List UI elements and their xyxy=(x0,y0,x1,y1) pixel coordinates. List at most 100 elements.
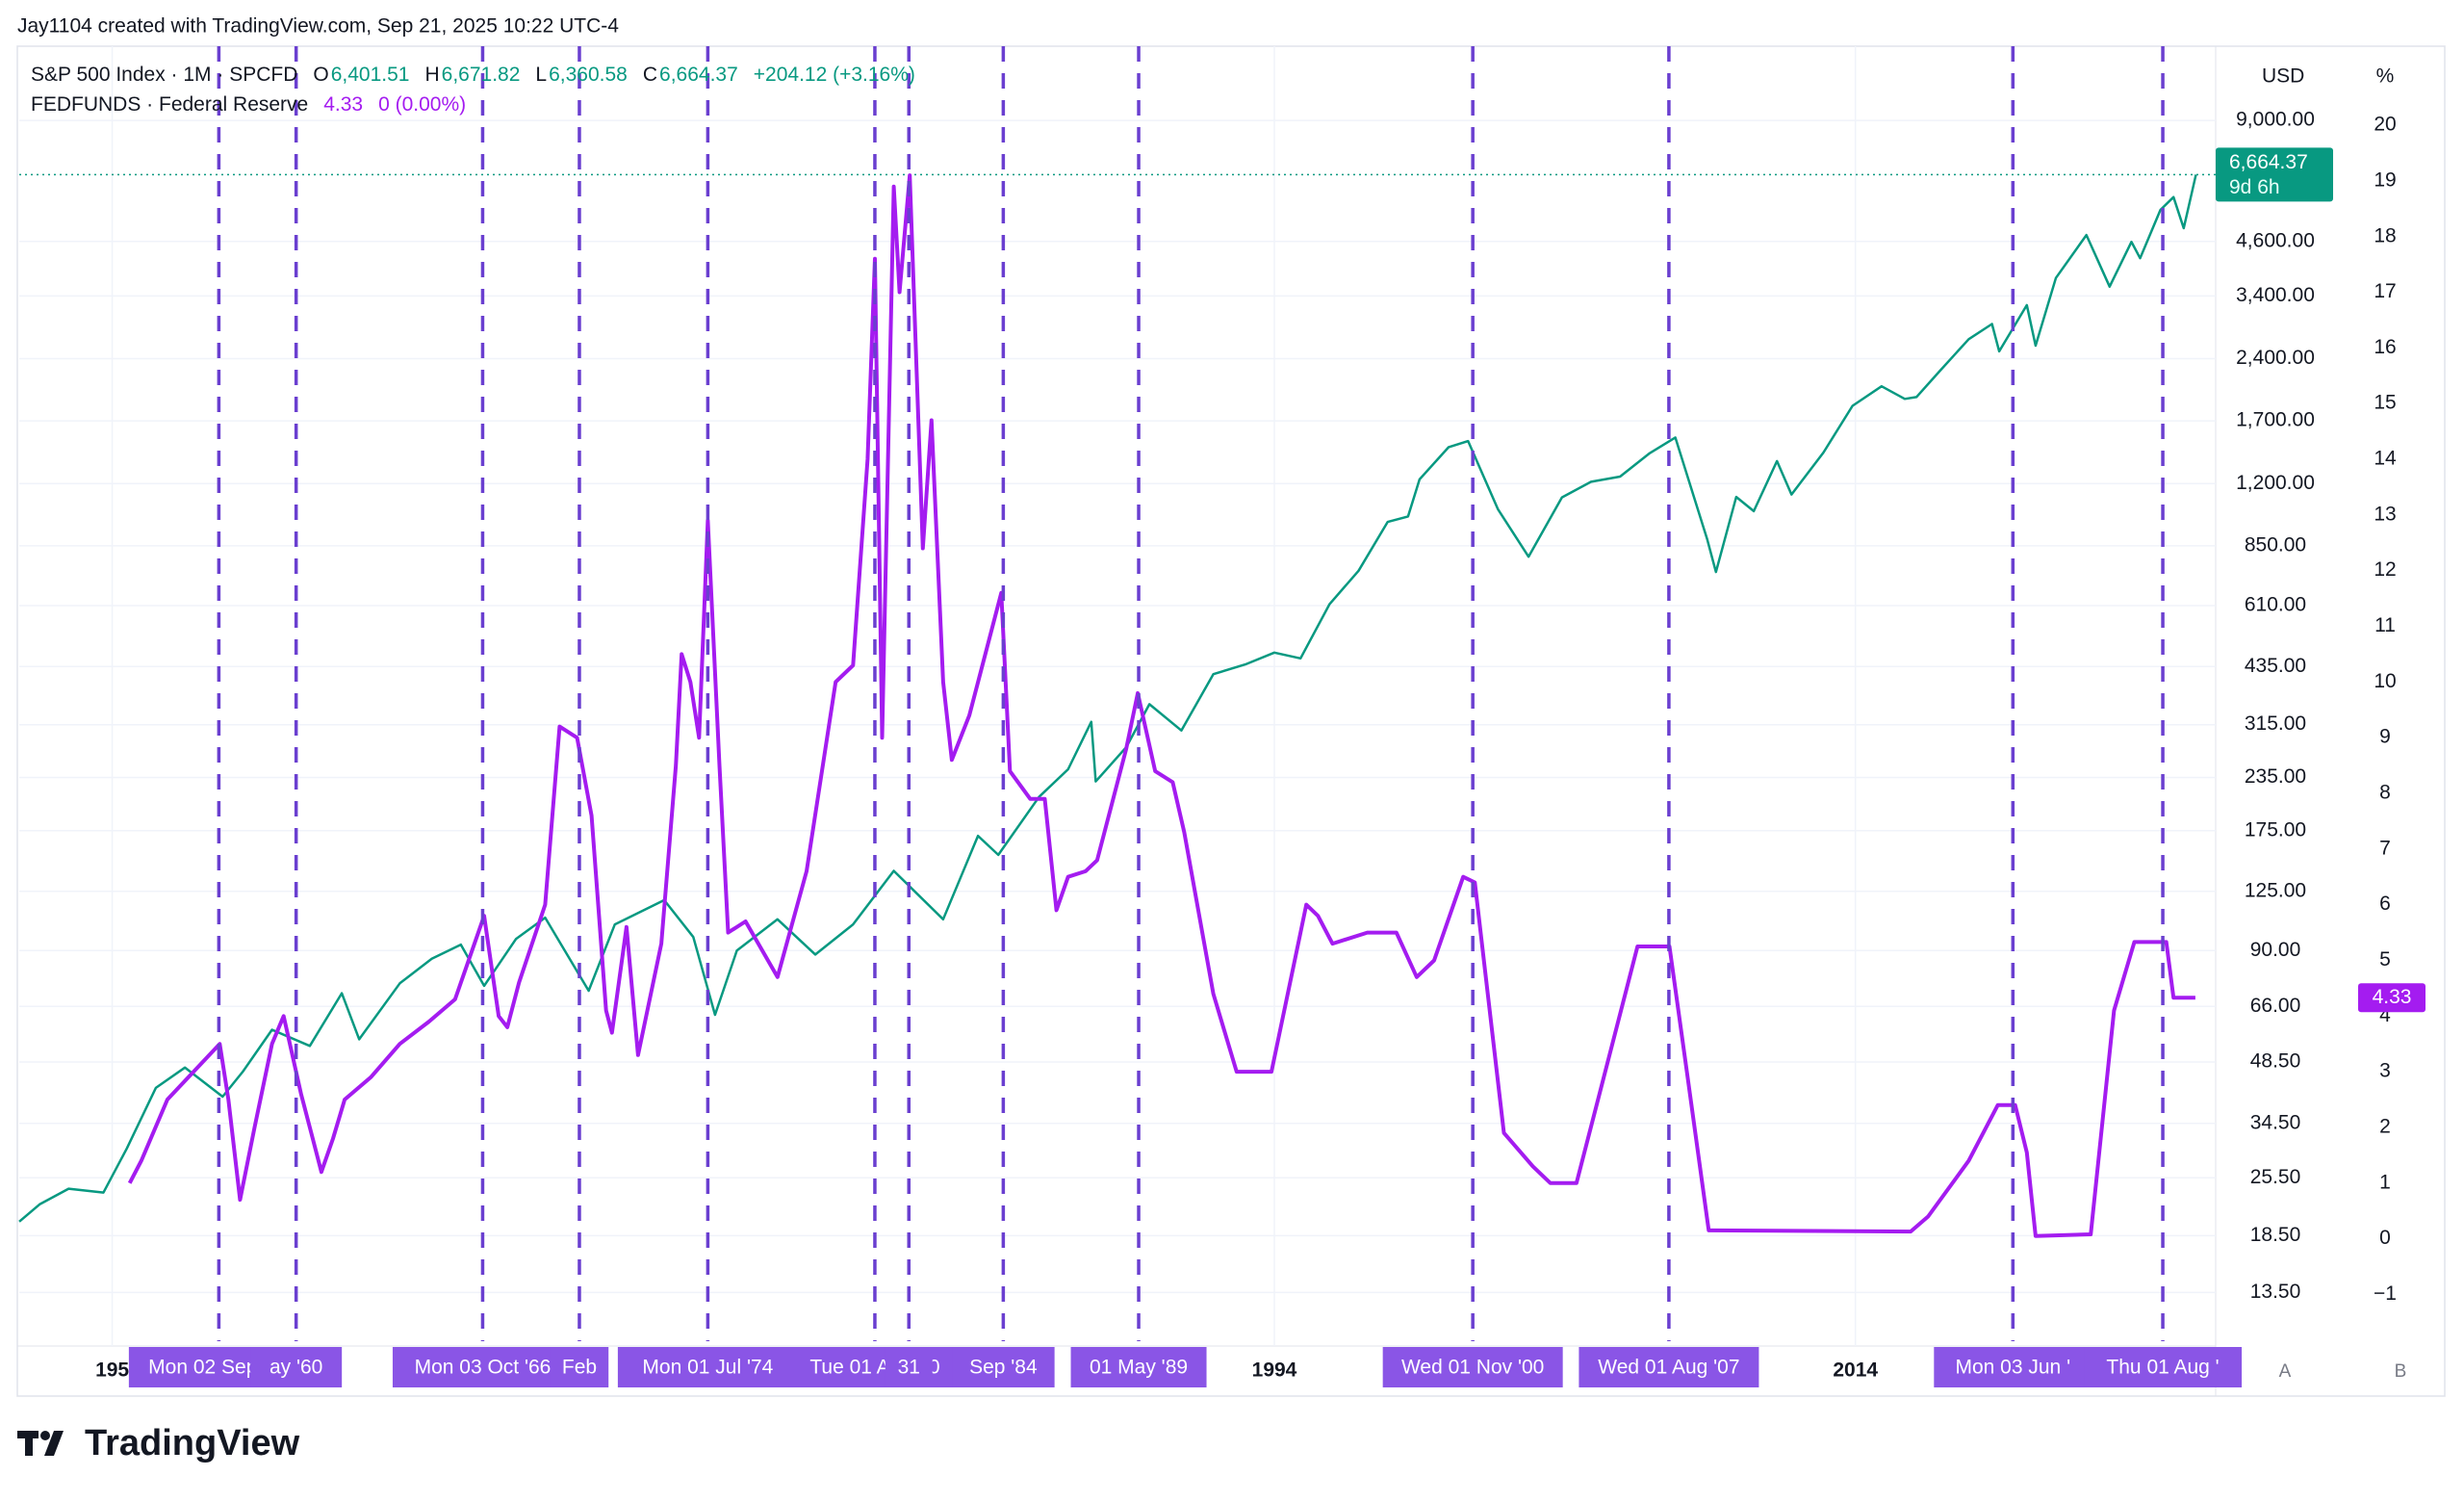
axis-currency[interactable]: USD xyxy=(2262,65,2304,88)
marker-label: Sep '84 xyxy=(969,1357,1038,1379)
y-tick-label: 2,400.00 xyxy=(2236,347,2315,369)
marker-label-bg xyxy=(250,1347,343,1387)
y-tick-label: 9,000.00 xyxy=(2236,109,2315,131)
y2-tick-label: 10 xyxy=(2374,670,2396,692)
y-tick-label: 13.50 xyxy=(2250,1281,2301,1303)
y-tick-label: 315.00 xyxy=(2245,712,2306,735)
last-price-tag xyxy=(2216,147,2333,202)
legend-ohlc-value: 6,671.82 xyxy=(441,64,521,86)
scale-button-label[interactable]: A xyxy=(2279,1361,2292,1382)
marker-label: Wed 01 Aug '07 xyxy=(1598,1357,1739,1379)
marker-label-bg xyxy=(1382,1347,1563,1387)
series-line xyxy=(127,173,2195,1238)
y2-tick-label: 18 xyxy=(2374,224,2396,246)
y2-tick-label: 20 xyxy=(2374,114,2396,136)
marker-label-bg xyxy=(2084,1347,2243,1387)
scale-button[interactable] xyxy=(2269,1355,2301,1387)
marker-label-bg xyxy=(784,1347,965,1387)
legend-fed-last: 4.33 xyxy=(323,93,364,116)
y2-tick-label: 15 xyxy=(2374,392,2396,414)
marker-label: Mon 03 Oct '66 xyxy=(415,1357,552,1379)
legend-fed: FEDFUNDS · Federal Reserve 4.33 0 (0.00%) xyxy=(31,90,917,119)
y2-tick-label: 17 xyxy=(2374,280,2396,302)
marker-label: Wed 01 Nov '00 xyxy=(1401,1357,1544,1379)
y-tick-label: 3,400.00 xyxy=(2236,284,2315,306)
y-tick-label: 435.00 xyxy=(2245,655,2306,677)
y2-tick-label: 0 xyxy=(2379,1227,2391,1249)
legend: S&P 500 Index · 1M · SPCFD O6,401.51 H6,67… xyxy=(31,60,917,119)
series-line xyxy=(18,174,2197,1223)
marker-label-bg xyxy=(392,1347,573,1387)
y-tick-label: 610.00 xyxy=(2245,594,2306,616)
y2-tick-label: −1 xyxy=(2374,1282,2397,1305)
marker-label: Mon 03 Jun ' xyxy=(1956,1357,2071,1379)
x-tick-label: 2014 xyxy=(1833,1360,1878,1382)
y2-tick-label: 3 xyxy=(2379,1060,2391,1082)
tradingview-logo-icon xyxy=(17,1431,64,1456)
legend-ohlc-value: 6,664.37 xyxy=(659,64,738,86)
legend-ohlc-value: 6,360.58 xyxy=(549,64,628,86)
y2-tick-label: 2 xyxy=(2379,1115,2391,1137)
legend-ohlc-key: H xyxy=(424,64,440,86)
marker-label-bg xyxy=(885,1347,933,1387)
credit: Jay1104 created with TradingView.com, Se… xyxy=(17,15,619,38)
axis-percent[interactable]: % xyxy=(2376,65,2395,88)
y2-tick-label: 5 xyxy=(2379,948,2391,971)
y-tick-label: 4,600.00 xyxy=(2236,229,2315,251)
marker-label-bg xyxy=(1578,1347,1759,1387)
footer-logo: TradingView xyxy=(85,1423,300,1463)
y-tick-label: 48.50 xyxy=(2250,1049,2301,1072)
countdown: 9d 6h xyxy=(2229,176,2280,198)
x-tick-label: 1994 xyxy=(1252,1360,1297,1382)
x-tick-label: 195 xyxy=(95,1360,129,1382)
y2-tick-label: 9 xyxy=(2379,726,2391,748)
legend-fed-name: FEDFUNDS · Federal Reserve xyxy=(31,93,309,116)
y-tick-label: 175.00 xyxy=(2245,818,2306,841)
legend-ohlc-key: C xyxy=(642,64,658,86)
y2-tick-label: 16 xyxy=(2374,336,2396,358)
y-tick-label: 34.50 xyxy=(2250,1111,2301,1133)
y2-tick-label: 11 xyxy=(2374,614,2396,636)
y-tick-label: 90.00 xyxy=(2250,939,2301,961)
legend-ohlc-key: O xyxy=(313,64,329,86)
y-tick-label: 1,200.00 xyxy=(2236,472,2315,494)
fed-tag xyxy=(2358,983,2426,1013)
legend-sp-name: S&P 500 Index · 1M · SPCFD xyxy=(31,64,298,86)
y2-tick-label: 19 xyxy=(2374,168,2396,191)
y2-tick-label: 13 xyxy=(2374,503,2396,525)
legend-sp-change: +204.12 (+3.16%) xyxy=(753,64,915,86)
chart-frame xyxy=(16,45,2446,1397)
scale-button-label[interactable]: B xyxy=(2395,1361,2407,1382)
marker-label-bg xyxy=(1934,1347,2092,1387)
legend-ohlc-key: L xyxy=(535,64,548,86)
y-tick-label: 1,700.00 xyxy=(2236,409,2315,431)
marker-label: Thu 01 Aug ' xyxy=(2106,1357,2219,1379)
marker-label: ay '60 xyxy=(270,1357,322,1379)
y2-tick-label: 14 xyxy=(2374,448,2397,470)
legend-sp: S&P 500 Index · 1M · SPCFD O6,401.51 H6,67… xyxy=(31,60,917,90)
marker-label: Mon 01 Jul '74 xyxy=(642,1357,773,1379)
legend-fed-change: 0 (0.00%) xyxy=(378,93,467,116)
y-tick-label: 125.00 xyxy=(2245,879,2306,901)
fed-tag-label: 4.33 xyxy=(2373,986,2412,1008)
marker-label: 01 May '89 xyxy=(1090,1357,1188,1379)
last-price-tag-label: 6,664.37 xyxy=(2229,151,2308,173)
marker-label: 31 xyxy=(898,1357,920,1379)
y2-tick-label: 6 xyxy=(2379,893,2391,915)
y-tick-label: 25.50 xyxy=(2250,1166,2301,1188)
scale-button[interactable] xyxy=(2384,1355,2417,1387)
grid xyxy=(19,46,2216,1346)
y-tick-label: 850.00 xyxy=(2245,533,2306,556)
y-tick-label: 18.50 xyxy=(2250,1224,2301,1246)
y2-tick-label: 8 xyxy=(2379,782,2391,804)
marker-label: Feb xyxy=(562,1357,597,1379)
y2-tick-label: 1 xyxy=(2379,1171,2391,1193)
legend-ohlc-value: 6,401.51 xyxy=(330,64,410,86)
y2-tick-label: 7 xyxy=(2379,837,2391,859)
y-tick-label: 66.00 xyxy=(2250,995,2301,1017)
marker-label-bg xyxy=(952,1347,1055,1387)
marker-label-bg xyxy=(1070,1347,1207,1387)
y2-tick-label: 12 xyxy=(2374,558,2396,581)
